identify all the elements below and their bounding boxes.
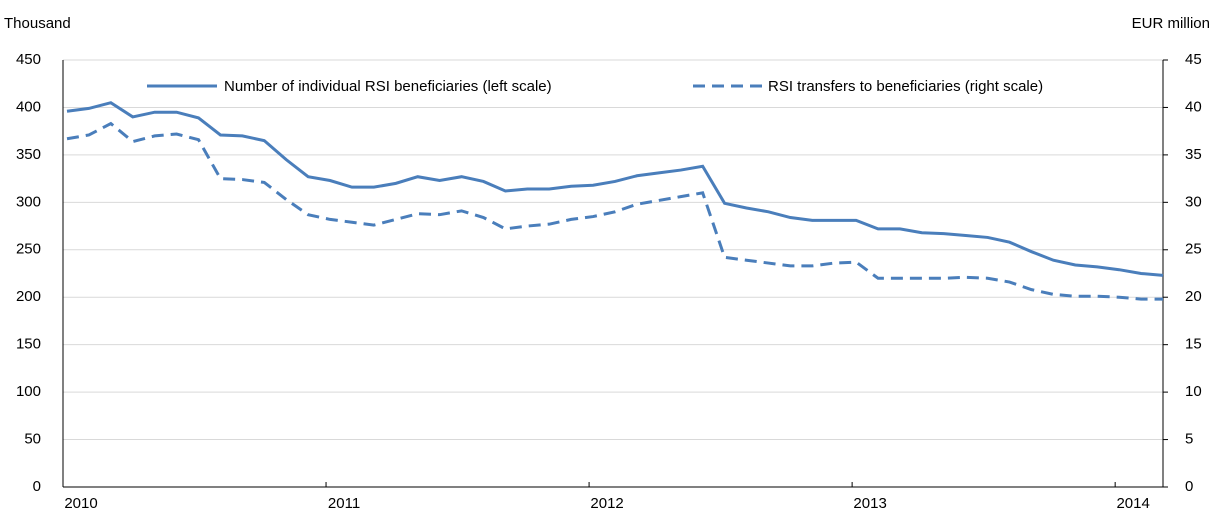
y2-tick-label: 45 (1185, 51, 1202, 68)
y2-tick-label: 30 (1185, 193, 1202, 210)
y-tick-label: 100 (16, 383, 41, 400)
legend-label: RSI transfers to beneficiaries (right sc… (768, 78, 1043, 95)
y-tick-label: 200 (16, 288, 41, 305)
y2-tick-label: 35 (1185, 146, 1202, 163)
line-series (66, 121, 1163, 301)
y2-tick-label: 40 (1185, 98, 1202, 115)
y2-tick-label: 20 (1185, 288, 1202, 305)
y2-tick-label: 0 (1185, 478, 1193, 495)
y2-tick-label: 15 (1185, 336, 1202, 353)
x-tick-label: 2010 (64, 495, 97, 512)
line-series (66, 101, 1164, 277)
y-tick-label: 400 (16, 98, 41, 115)
x-tick-label: 2011 (328, 495, 360, 512)
y2-tick-label: 10 (1185, 383, 1202, 400)
y2-tick-label: 25 (1185, 241, 1202, 258)
y-tick-label: 300 (16, 193, 41, 210)
y-tick-label: 150 (16, 336, 41, 353)
y-tick-label: 350 (16, 146, 41, 163)
x-tick-label: 2014 (1116, 495, 1149, 512)
x-tick-label: 2013 (853, 495, 886, 512)
legend-label: Number of individual RSI beneficiaries (… (224, 78, 552, 95)
y-tick-label: 50 (24, 431, 41, 448)
y-axis-title: Thousand (4, 15, 71, 32)
x-tick-label: 2012 (590, 495, 623, 512)
y-tick-label: 0 (33, 478, 41, 495)
y2-tick-label: 5 (1185, 431, 1193, 448)
y2-axis-title: EUR million (1132, 15, 1210, 32)
y-tick-label: 450 (16, 51, 41, 68)
y-tick-label: 250 (16, 241, 41, 258)
